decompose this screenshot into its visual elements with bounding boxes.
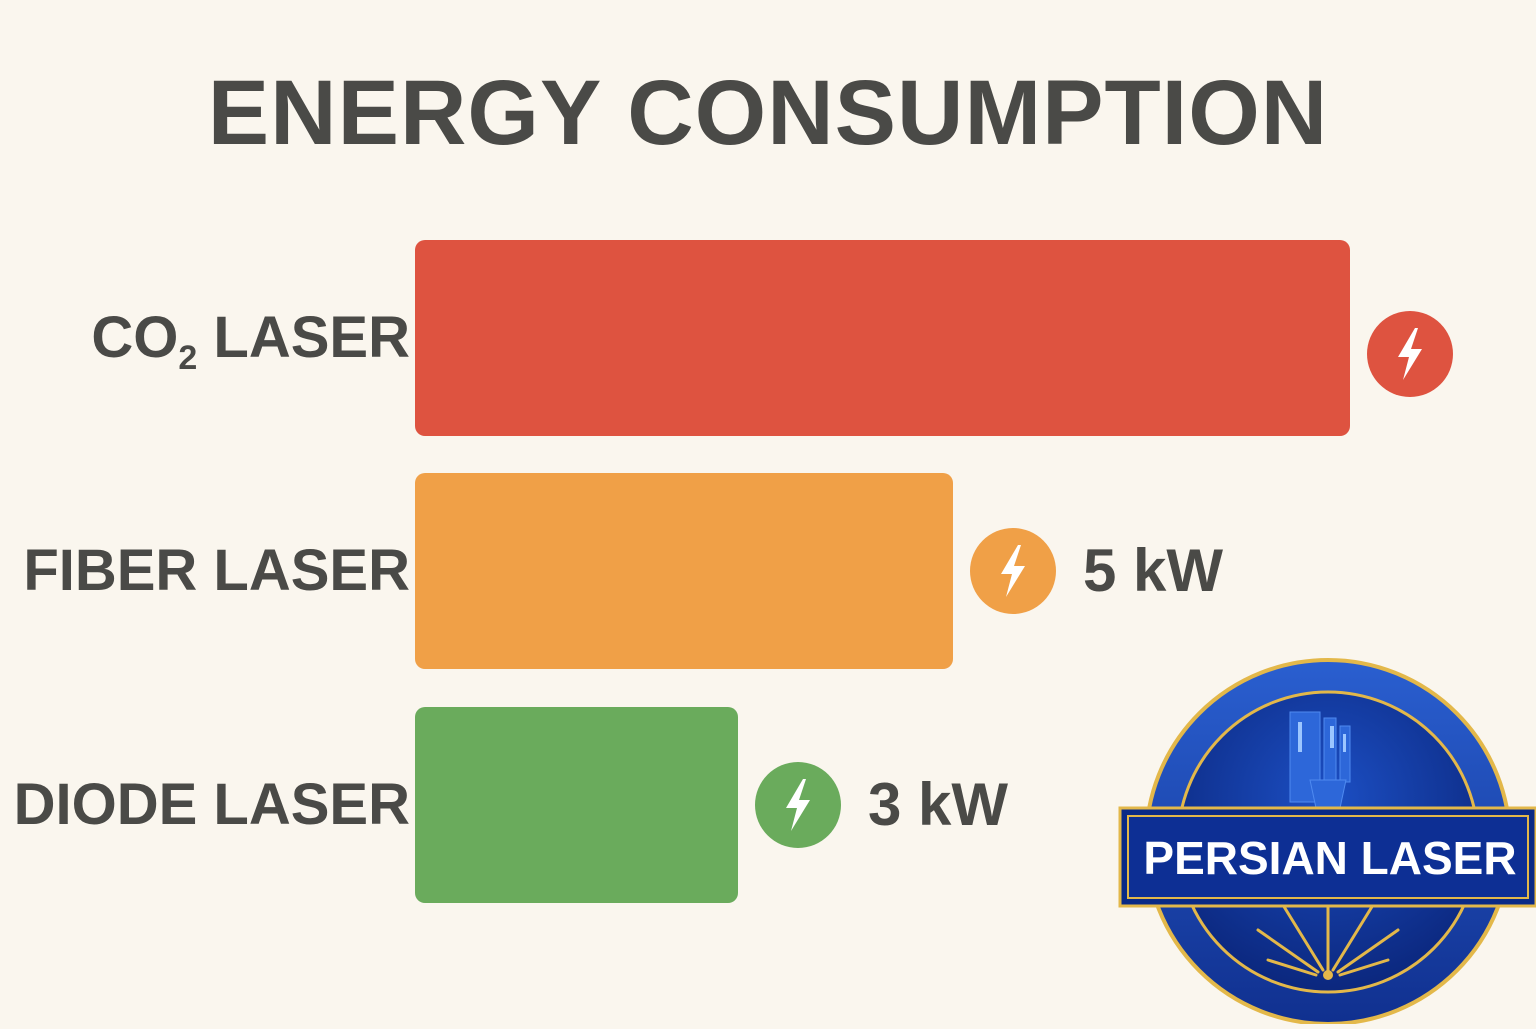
lightning-bolt-icon bbox=[1366, 310, 1454, 398]
value-label: 5 kW bbox=[1083, 537, 1224, 604]
category-label: DIODE LASER bbox=[14, 770, 410, 840]
value-label: 3 kW bbox=[868, 771, 1009, 838]
category-label-text: DIODE LASER bbox=[13, 772, 410, 837]
logo-text: PERSIAN LASER bbox=[1143, 832, 1516, 884]
category-label-suffix: LASER bbox=[197, 305, 410, 370]
category-label-text: FIBER LASER bbox=[23, 538, 410, 603]
bar bbox=[415, 473, 953, 669]
bar bbox=[415, 240, 1350, 436]
persian-laser-logo: PERSIAN LASER bbox=[1118, 630, 1536, 1026]
category-label-subscript: 2 bbox=[178, 339, 198, 377]
category-label: CO2 LASER bbox=[91, 303, 410, 375]
chart-title: ENERGY CONSUMPTION bbox=[207, 62, 1329, 164]
lightning-bolt-icon bbox=[754, 761, 842, 849]
lightning-bolt-icon bbox=[969, 527, 1057, 615]
category-label-text: CO bbox=[91, 305, 179, 370]
category-label: FIBER LASER bbox=[23, 536, 410, 606]
logo-emblem: PERSIAN LASER bbox=[1118, 658, 1536, 1026]
bar bbox=[415, 707, 738, 903]
